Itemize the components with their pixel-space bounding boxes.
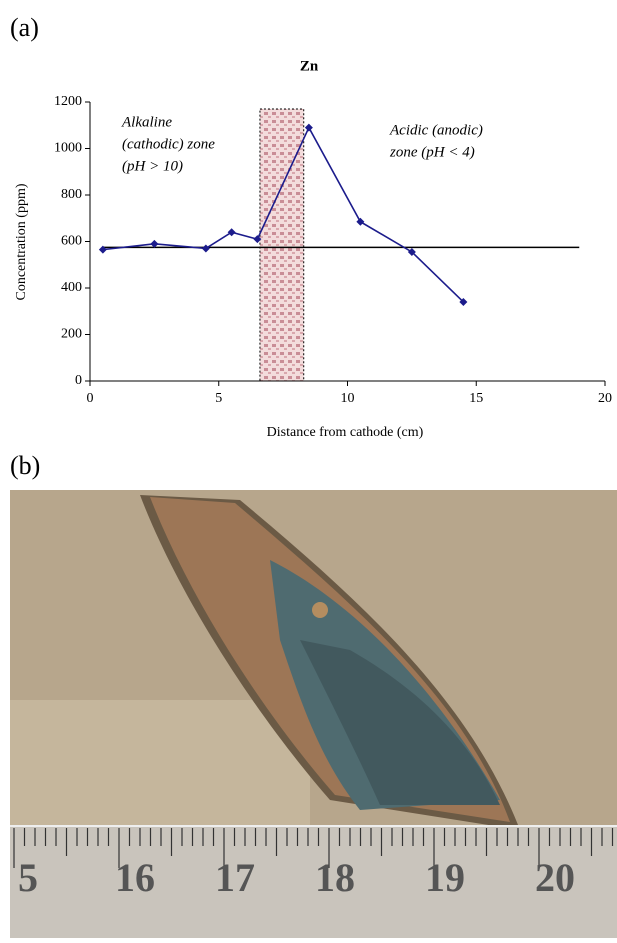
ruler-label: 17 xyxy=(215,855,255,900)
ruler-label: 19 xyxy=(425,855,465,900)
marker xyxy=(201,244,210,253)
marker xyxy=(304,123,313,132)
marker xyxy=(356,217,365,226)
y-tick-label: 800 xyxy=(61,187,82,202)
y-axis-label: Concentration (ppm) xyxy=(14,183,29,300)
highlight-band xyxy=(259,108,305,382)
y-tick-label: 0 xyxy=(75,373,82,388)
y-tick-label: 1000 xyxy=(54,141,82,156)
annotation: (pH > 10) xyxy=(122,158,183,174)
panel-label: (a) xyxy=(10,13,39,42)
marker xyxy=(150,239,159,248)
ruler-label: 5 xyxy=(18,855,38,900)
x-tick-label: 20 xyxy=(598,391,612,406)
x-tick-label: 5 xyxy=(215,391,222,406)
marker xyxy=(253,235,262,244)
y-tick-label: 400 xyxy=(61,280,82,295)
marker xyxy=(227,228,236,237)
x-tick-label: 0 xyxy=(87,391,94,406)
x-tick-label: 15 xyxy=(469,391,483,406)
marker xyxy=(459,297,468,306)
y-tick-label: 1200 xyxy=(54,94,82,109)
photo: 5 16 17 18 19 20 xyxy=(10,490,617,938)
ruler-label: 20 xyxy=(535,855,575,900)
x-tick-label: 10 xyxy=(341,391,355,406)
annotation: zone (pH < 4) xyxy=(389,144,475,160)
y-tick-label: 200 xyxy=(61,327,82,342)
ruler-label: 18 xyxy=(315,855,355,900)
x-axis-label: Distance from cathode (cm) xyxy=(267,425,424,440)
ruler-label: 16 xyxy=(115,855,155,900)
annotation: Acidic (anodic) xyxy=(389,122,483,138)
marker xyxy=(407,247,416,256)
annotation: Alkaline xyxy=(121,114,172,130)
chart-title: Zn xyxy=(300,58,319,74)
panel-label: (b) xyxy=(10,451,40,480)
y-tick-label: 600 xyxy=(61,234,82,249)
annotation: (cathodic) zone xyxy=(122,136,215,152)
marker xyxy=(98,245,107,254)
